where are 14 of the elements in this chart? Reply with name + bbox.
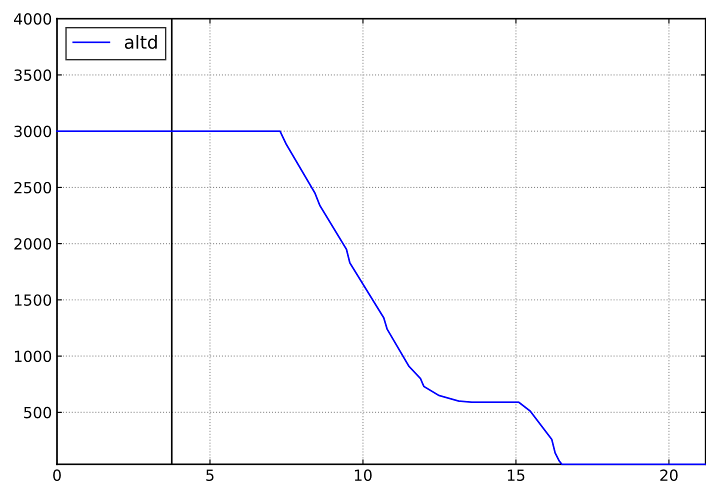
y-tick-label: 2000: [14, 238, 52, 250]
y-tick-label: 3000: [14, 126, 52, 138]
y-tick-label: 500: [24, 406, 52, 418]
x-tick-label: 5: [206, 470, 214, 481]
legend-label: altd: [124, 34, 157, 49]
y-tick-label: 3500: [14, 69, 52, 81]
x-tick-label: 15: [508, 470, 524, 481]
y-tick-label: 1000: [14, 350, 52, 362]
x-tick-label: 20: [660, 469, 678, 481]
y-tick-label: 1500: [14, 294, 52, 306]
y-tick-label: 4000: [14, 13, 52, 25]
y-tick-label: 2500: [14, 182, 52, 194]
x-tick-label: 0: [53, 469, 61, 481]
x-tick-label: 10: [354, 469, 372, 481]
